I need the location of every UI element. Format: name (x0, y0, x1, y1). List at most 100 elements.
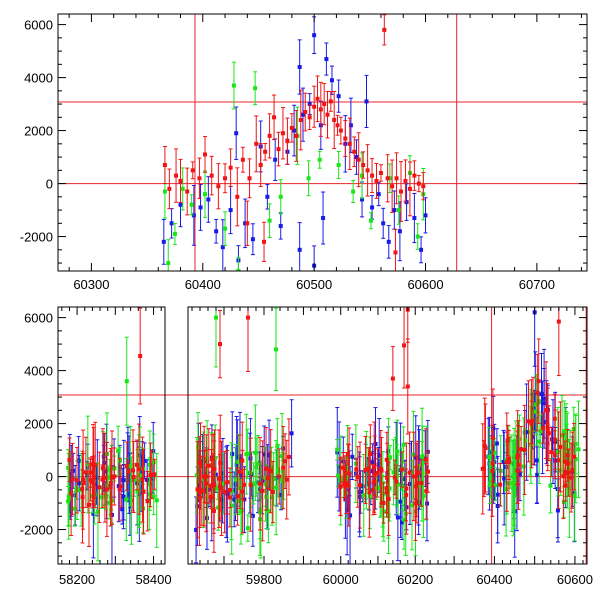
data-point-series-2 (370, 173, 375, 178)
x-tick-label: 58200 (59, 572, 95, 587)
data-point-series-2 (90, 480, 95, 485)
data-point-series-1 (335, 447, 340, 452)
data-point-series-2 (325, 112, 330, 117)
plot-frame-segment (187, 306, 588, 565)
data-point-series-0 (142, 458, 147, 463)
data-point-series-2 (505, 438, 510, 443)
data-point-series-0 (220, 245, 225, 250)
data-point-series-1 (538, 429, 543, 434)
data-point-series-2 (277, 474, 282, 479)
data-point-series-2 (399, 467, 404, 472)
data-point-series-0 (121, 494, 126, 499)
data-point-series-0 (350, 454, 355, 459)
data-point-series-1 (67, 496, 72, 501)
data-point-series-2 (217, 476, 222, 481)
data-point-series-1 (420, 460, 425, 465)
data-point-series-2 (148, 472, 153, 477)
data-point-series-2 (332, 117, 337, 122)
data-point-series-2 (392, 475, 397, 480)
data-point-series-0 (354, 155, 359, 160)
data-point-series-2 (262, 239, 267, 244)
data-point-series-2 (152, 472, 157, 477)
data-point-series-0 (200, 464, 205, 469)
data-point-series-1 (203, 192, 208, 197)
data-point-series-1 (493, 483, 498, 488)
data-point-series-2 (519, 447, 524, 452)
y-tick-label: -2000 (20, 230, 53, 245)
data-point-series-0 (120, 507, 125, 512)
data-point-series-2 (263, 149, 268, 154)
data-point-series-2 (563, 483, 568, 488)
data-point-series-1 (534, 409, 539, 414)
data-point-series-0 (194, 527, 199, 532)
data-point-series-0 (530, 434, 535, 439)
data-point-series-2 (294, 133, 299, 138)
data-point-series-2 (225, 480, 230, 485)
data-point-series-0 (364, 99, 369, 104)
data-point-series-0 (360, 197, 365, 202)
data-point-series-2 (421, 184, 426, 189)
data-point-series-2 (558, 444, 563, 449)
y-tick-label: 6000 (24, 311, 53, 326)
data-point-series-1 (360, 173, 365, 178)
data-point-series-2 (69, 491, 74, 496)
data-point-series-1 (488, 481, 493, 486)
data-point-series-1 (151, 494, 156, 499)
data-point-series-1 (231, 83, 236, 88)
data-point-series-0 (243, 221, 248, 226)
data-point-series-0 (360, 484, 365, 489)
data-point-series-0 (321, 216, 326, 221)
data-point-series-0 (345, 508, 350, 513)
data-point-series-2 (382, 27, 387, 32)
data-point-series-0 (377, 453, 382, 458)
data-point-series-2 (208, 494, 213, 499)
data-point-series-2 (268, 469, 273, 474)
data-point-series-2 (561, 474, 566, 479)
data-point-series-2 (264, 466, 269, 471)
data-point-series-2 (480, 466, 485, 471)
data-point-series-2 (74, 478, 79, 483)
data-point-series-1 (95, 509, 100, 514)
data-point-series-0 (95, 475, 100, 480)
x-tick-label: 60000 (323, 572, 359, 587)
data-point-series-0 (297, 247, 302, 252)
data-point-series-0 (373, 481, 378, 486)
data-point-series-2 (212, 466, 217, 471)
data-point-series-2 (240, 157, 245, 162)
data-point-series-2 (312, 104, 317, 109)
data-point-series-2 (363, 468, 368, 473)
data-point-series-2 (343, 136, 348, 141)
data-point-series-1 (317, 157, 322, 162)
data-point-series-2 (482, 444, 487, 449)
data-point-series-2 (342, 467, 347, 472)
data-point-highlight (218, 342, 222, 347)
data-point-series-1 (537, 439, 542, 444)
data-point-series-1 (396, 208, 401, 213)
data-point-series-2 (358, 483, 363, 488)
data-point-series-2 (197, 176, 202, 181)
data-point-series-1 (221, 481, 226, 486)
data-point-series-1 (564, 438, 569, 443)
data-point-series-2 (119, 484, 124, 489)
data-point-series-1 (72, 506, 77, 511)
data-point-series-1 (488, 476, 493, 481)
bottom-panel: 58200 58400 59800 60000 60200 60400 60600-2000… (20, 306, 593, 587)
data-point-series-2 (281, 465, 286, 470)
data-point-series-1 (361, 493, 366, 498)
data-point-series-0 (262, 452, 267, 457)
data-point-series-2 (245, 221, 250, 226)
x-tick-label: 60400 (185, 277, 221, 292)
data-point-series-2 (361, 163, 366, 168)
data-point-series-1 (271, 477, 276, 482)
data-point-series-1 (567, 460, 572, 465)
data-point-series-2 (393, 250, 398, 255)
data-point-series-0 (494, 441, 499, 446)
data-point-series-1 (266, 509, 271, 514)
x-tick-label: 60400 (476, 572, 512, 587)
data-point-series-1 (281, 474, 286, 479)
data-point-series-2 (298, 117, 303, 122)
data-point-series-2 (407, 470, 412, 475)
data-point-series-1 (528, 442, 533, 447)
data-point-highlight (214, 315, 218, 320)
data-point-series-0 (116, 484, 121, 489)
